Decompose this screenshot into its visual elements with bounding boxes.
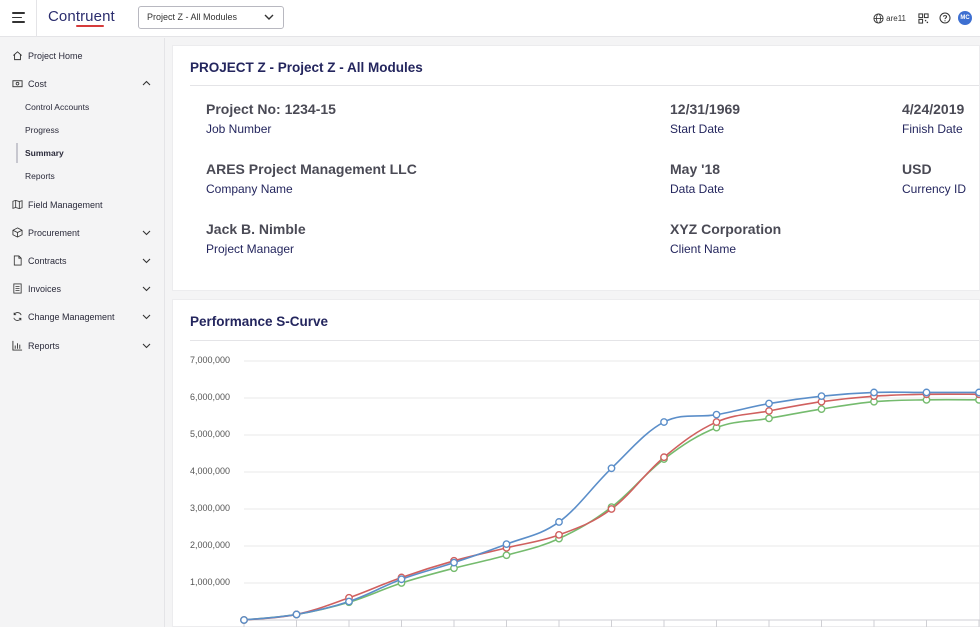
- help-icon[interactable]: [939, 12, 951, 24]
- sidebar-subitem-label: Progress: [25, 125, 60, 135]
- y-tick-label: 7,000,000: [190, 355, 231, 365]
- project-select[interactable]: Project Z - All Modules: [138, 6, 284, 29]
- cash-icon: [12, 80, 23, 88]
- chevron-down-icon: [142, 314, 151, 320]
- start-date-value: 12/31/1969: [670, 101, 741, 117]
- finish-date-label: Finish Date: [902, 122, 963, 136]
- home-icon: [13, 51, 22, 61]
- chart-title: Performance S-Curve: [190, 314, 329, 329]
- sidebar-item-field-management[interactable]: Field Management: [0, 194, 164, 216]
- sidebar-item-label: Reports: [28, 341, 60, 351]
- sidebar-item-label: Invoices: [28, 284, 62, 294]
- finish-date-value: 4/24/2019: [902, 101, 965, 117]
- summary-title: PROJECT Z - Project Z - All Modules: [190, 60, 423, 75]
- project-manager-value: Jack B. Nimble: [206, 221, 306, 237]
- chevron-down-icon: [142, 286, 151, 292]
- y-tick-label: 2,000,000: [190, 540, 231, 550]
- s-curve-card: Performance S-Curve: [172, 299, 980, 627]
- apps-icon[interactable]: [918, 12, 929, 24]
- user-name[interactable]: are11: [886, 13, 906, 23]
- project-manager-label: Project Manager: [206, 242, 295, 256]
- sidebar-subitem-reports[interactable]: Reports: [16, 166, 164, 186]
- chevron-down-icon: [142, 258, 151, 264]
- y-tick-label: 3,000,000: [190, 503, 231, 513]
- project-summary-card: PROJECT Z - Project Z - All Modules Proj…: [172, 45, 980, 291]
- divider: [190, 340, 979, 341]
- y-tick-label: 4,000,000: [190, 466, 231, 476]
- sidebar-item-label: Change Management: [28, 312, 115, 322]
- avatar[interactable]: MC: [958, 11, 972, 25]
- sidebar-item-label: Field Management: [28, 200, 103, 210]
- company-name-value: ARES Project Management LLC: [206, 161, 417, 177]
- y-tick-label: 6,000,000: [190, 392, 231, 402]
- document-icon: [13, 255, 22, 266]
- sidebar-subitem-control-accounts[interactable]: Control Accounts: [16, 97, 164, 117]
- map-icon: [12, 199, 23, 210]
- chevron-down-icon: [142, 343, 151, 349]
- refresh-icon: [13, 312, 22, 321]
- chevron-down-icon: [142, 230, 151, 236]
- start-date-label: Start Date: [670, 122, 725, 136]
- company-name-label: Company Name: [206, 182, 293, 196]
- chevron-down-icon: [264, 14, 274, 20]
- top-right-tools: are11 MC: [873, 10, 972, 26]
- y-tick-label: 5,000,000: [190, 429, 231, 439]
- client-name-value: XYZ Corporation: [670, 221, 782, 237]
- sidebar-subitem-label: Reports: [25, 171, 55, 181]
- sidebar-item-cost[interactable]: Cost: [0, 73, 164, 95]
- sidebar-item-contracts[interactable]: Contracts: [0, 250, 164, 272]
- sidebar-subitem-progress[interactable]: Progress: [16, 120, 164, 140]
- sidebar-item-label: Procurement: [28, 228, 80, 238]
- top-bar: Contruent Project Z - All Modules are11 …: [0, 0, 980, 37]
- currency-id-value: USD: [902, 161, 932, 177]
- chevron-up-icon: [142, 80, 151, 86]
- job-number-value: Project No: 1234-15: [206, 101, 336, 117]
- sidebar-item-label: Contracts: [28, 256, 67, 266]
- globe-icon[interactable]: [873, 12, 884, 24]
- sidebar-item-procurement[interactable]: Procurement: [0, 222, 164, 244]
- box-icon: [12, 227, 23, 238]
- logo-underline: [76, 25, 104, 27]
- project-select-value: Project Z - All Modules: [147, 12, 238, 22]
- job-number-label: Job Number: [206, 122, 272, 136]
- currency-id-label: Currency ID: [902, 182, 967, 196]
- data-date-label: Data Date: [670, 182, 725, 196]
- sidebar-item-reports[interactable]: Reports: [0, 335, 164, 357]
- menu-icon[interactable]: [12, 12, 25, 23]
- sidebar-item-label: Project Home: [28, 51, 83, 61]
- divider: [190, 85, 979, 86]
- sidebar-subitem-label: Summary: [25, 148, 64, 158]
- sidebar: Project Home Cost Control Accounts Progr…: [0, 38, 165, 627]
- sidebar-subitem-summary[interactable]: Summary: [16, 143, 164, 163]
- sidebar-item-invoices[interactable]: Invoices: [0, 278, 164, 300]
- divider: [36, 0, 37, 37]
- y-tick-label: 1,000,000: [190, 577, 231, 587]
- client-name-label: Client Name: [670, 242, 737, 256]
- data-date-value: May '18: [670, 161, 721, 177]
- app-logo[interactable]: Contruent: [48, 8, 115, 25]
- sidebar-subitem-label: Control Accounts: [25, 102, 90, 112]
- bar-chart-icon: [12, 340, 23, 351]
- sidebar-item-change-management[interactable]: Change Management: [0, 306, 164, 328]
- invoice-icon: [13, 283, 22, 294]
- sidebar-item-project-home[interactable]: Project Home: [0, 45, 164, 67]
- sidebar-item-label: Cost: [28, 79, 47, 89]
